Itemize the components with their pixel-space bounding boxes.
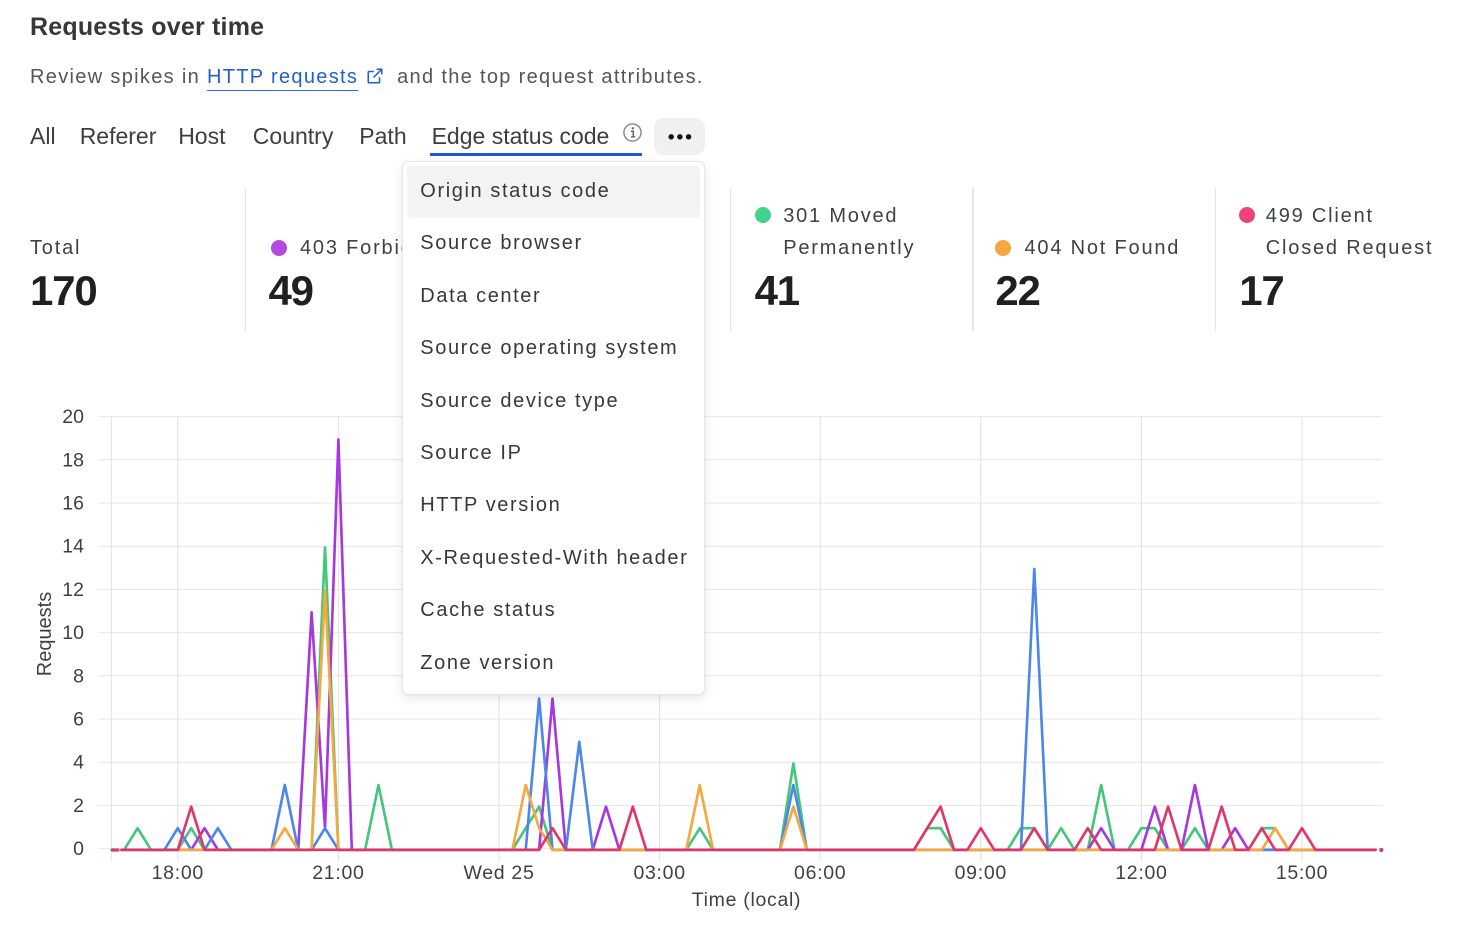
svg-text:6: 6 [73, 709, 84, 731]
svg-text:Time (local): Time (local) [692, 889, 802, 911]
svg-text:09:00: 09:00 [955, 862, 1007, 884]
svg-text:16: 16 [62, 493, 84, 515]
svg-text:Wed 25: Wed 25 [463, 862, 534, 884]
svg-text:21:00: 21:00 [312, 862, 364, 884]
svg-text:06:00: 06:00 [794, 862, 846, 884]
svg-text:8: 8 [73, 665, 84, 687]
svg-text:0: 0 [73, 838, 84, 860]
svg-text:03:00: 03:00 [633, 862, 685, 884]
svg-text:Requests: Requests [34, 592, 56, 677]
svg-text:14: 14 [62, 536, 84, 558]
svg-text:12: 12 [62, 579, 84, 601]
svg-text:18: 18 [62, 449, 84, 471]
svg-text:4: 4 [73, 752, 84, 774]
svg-text:12:00: 12:00 [1115, 862, 1167, 884]
svg-text:10: 10 [62, 622, 84, 644]
svg-text:15:00: 15:00 [1276, 862, 1328, 884]
svg-text:18:00: 18:00 [152, 862, 204, 884]
svg-text:20: 20 [62, 406, 84, 428]
svg-text:2: 2 [73, 795, 84, 817]
